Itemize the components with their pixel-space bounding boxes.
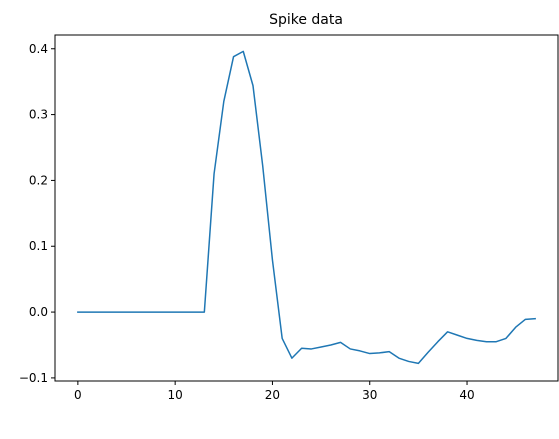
x-tick-label: 40 (459, 388, 474, 402)
x-tick-label: 20 (265, 388, 280, 402)
plot-area (77, 50, 536, 365)
y-tick-label: 0.2 (29, 173, 48, 187)
x-tick-label: 30 (362, 388, 377, 402)
y-tick-label: 0.1 (29, 239, 48, 253)
y-tick-label: 0.3 (29, 108, 48, 122)
x-axis: 0 10 20 30 40 (74, 381, 475, 402)
y-tick-label: −0.1 (19, 371, 48, 385)
chart-title: Spike data (269, 12, 343, 28)
x-tick-label: 10 (168, 388, 183, 402)
y-tick-label: 0.4 (29, 42, 48, 56)
y-axis: −0.1 0.0 0.1 0.2 0.3 0.4 (19, 42, 55, 385)
series-line (77, 50, 536, 365)
axes-frame (54, 34, 559, 382)
y-tick-label: 0.0 (29, 305, 48, 319)
x-tick-label: 0 (74, 388, 82, 402)
